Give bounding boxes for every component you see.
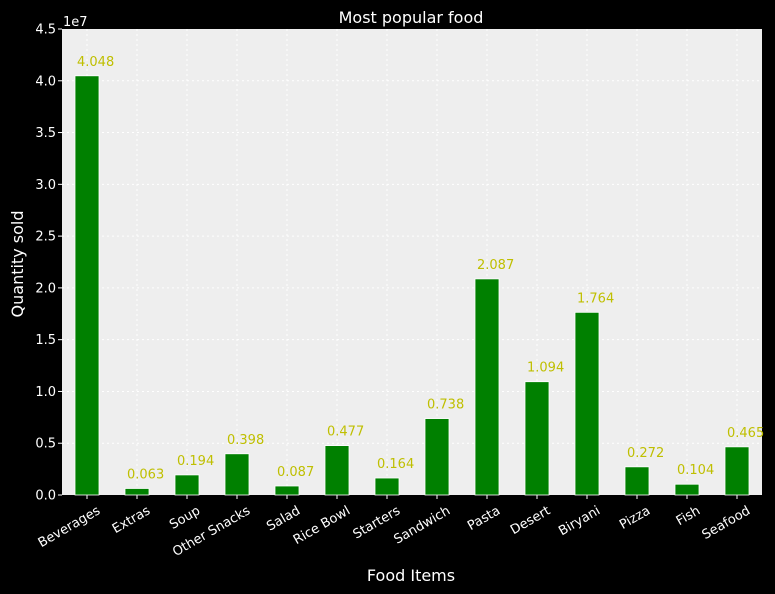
- bar-value-label: 0.104: [677, 463, 714, 478]
- bar-value-label: 0.272: [627, 446, 664, 461]
- bar: [524, 381, 550, 496]
- plot-area: [62, 29, 762, 495]
- bar-value-label: 0.194: [177, 454, 214, 469]
- y-tick-label: 1.0: [35, 385, 56, 400]
- bar-value-label: 0.063: [127, 467, 164, 482]
- bar-value-label: 0.465: [727, 426, 764, 441]
- bar: [224, 453, 250, 496]
- bar: [574, 311, 600, 496]
- x-axis-label: Food Items: [367, 566, 455, 585]
- bar: [274, 485, 300, 496]
- bar: [724, 446, 750, 496]
- bar: [174, 474, 200, 496]
- bar-value-label: 2.087: [477, 258, 514, 273]
- bar: [474, 278, 500, 496]
- bar-value-label: 0.087: [277, 465, 314, 480]
- y-tick-label: 0.5: [35, 437, 56, 452]
- y-axis-ticks: 0.0 0.5 1.0 1.5 2.0 2.5 3.0 3.5 4.0 4.5: [35, 23, 62, 504]
- bar: [74, 75, 100, 496]
- y-tick-label: 2.0: [35, 281, 56, 296]
- bar: [624, 466, 650, 496]
- bar-value-label: 0.164: [377, 457, 414, 472]
- y-axis-label: Quantity sold: [8, 211, 27, 318]
- bar: [374, 477, 400, 496]
- y-axis-scale-label: 1e7: [63, 15, 88, 30]
- y-tick-label: 3.0: [35, 178, 56, 193]
- bar: [424, 418, 450, 496]
- y-tick-label: 4.0: [35, 74, 56, 89]
- y-tick-label: 1.5: [35, 333, 56, 348]
- y-tick-label: 4.5: [35, 23, 56, 38]
- y-tick-label: 0.0: [35, 489, 56, 504]
- bar-value-labels: 4.048 0.063 0.194 0.398 0.087 0.477 0.164 0.738…: [77, 55, 764, 483]
- bar-value-label: 4.048: [77, 55, 114, 70]
- grid-lines: [62, 29, 762, 495]
- y-tick-label: 2.5: [35, 230, 56, 245]
- bar-value-label: 1.094: [527, 361, 564, 376]
- bar-value-label: 1.764: [577, 291, 614, 306]
- y-tick-label: 3.5: [35, 126, 56, 141]
- bar-value-label: 0.738: [427, 398, 464, 413]
- bar-value-label: 0.477: [327, 425, 364, 440]
- bar: [674, 483, 700, 496]
- bar: [124, 488, 150, 496]
- bar-value-label: 0.398: [227, 433, 264, 448]
- chart-title: Most popular food: [339, 8, 484, 27]
- bar: [324, 445, 350, 496]
